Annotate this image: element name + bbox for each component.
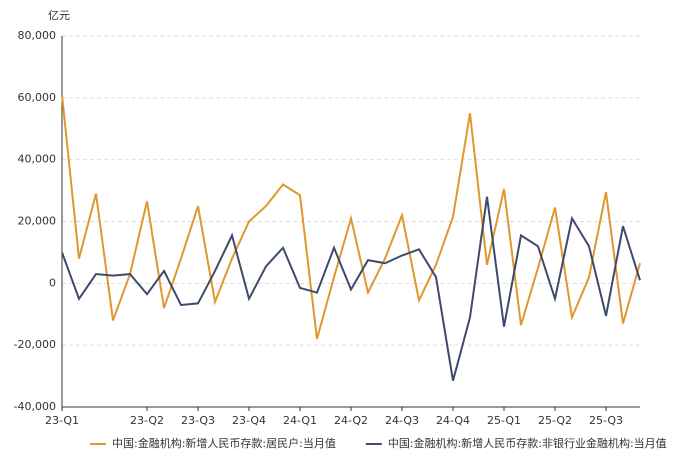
x-tick-label: 24-Q2	[334, 414, 368, 427]
y-tick-label: 60,000	[18, 91, 57, 104]
legend-label: 中国:金融机构:新增人民币存款:非银行业金融机构:当月值	[388, 436, 667, 450]
x-tick-label: 23-Q4	[232, 414, 266, 427]
series-line	[61, 94, 641, 340]
y-tick-label: 20,000	[18, 215, 57, 228]
x-tick-label: 25-Q2	[538, 414, 572, 427]
x-tick-label: 23-Q1	[45, 414, 79, 427]
x-tick-label: 23-Q2	[130, 414, 164, 427]
y-tick-label: 40,000	[18, 153, 57, 166]
x-tick-label: 25-Q3	[589, 414, 623, 427]
x-tick-label: 24-Q4	[436, 414, 470, 427]
legend-label: 中国:金融机构:新增人民币存款:居民户:当月值	[112, 436, 336, 450]
y-axis-label: 亿元	[48, 9, 70, 22]
series-line	[61, 196, 641, 381]
x-tick-label: 24-Q3	[385, 414, 419, 427]
x-tick-label: 23-Q3	[181, 414, 215, 427]
x-tick-label: 25-Q1	[487, 414, 521, 427]
x-tick-label: 24-Q1	[283, 414, 317, 427]
y-tick-label: 80,000	[18, 29, 57, 42]
y-tick-label: 0	[49, 276, 56, 289]
y-tick-label: -20,000	[14, 338, 56, 351]
y-tick-label: -40,000	[14, 400, 56, 413]
